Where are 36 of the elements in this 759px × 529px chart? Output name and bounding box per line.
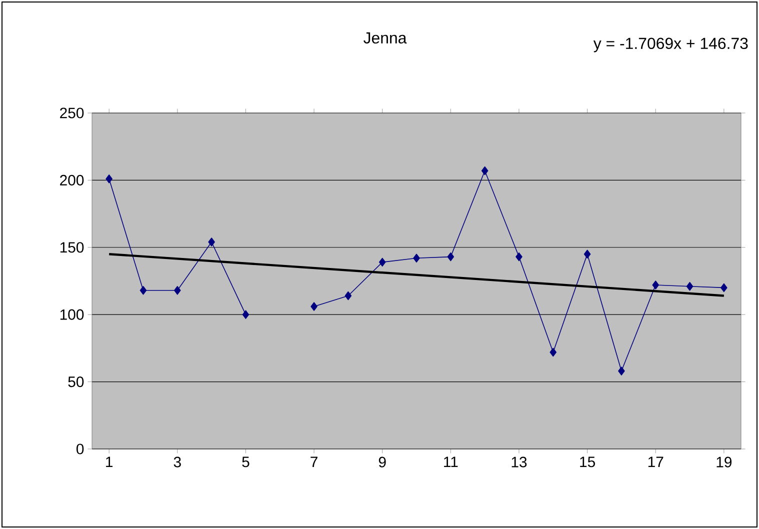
point: [378, 258, 386, 267]
x-tick-label: 17: [648, 456, 664, 468]
point: [481, 166, 488, 176]
y-tick-label: 50: [68, 376, 84, 388]
point: [447, 252, 454, 262]
point: [344, 291, 352, 300]
point: [242, 310, 250, 319]
y-tick-label: 0: [76, 444, 84, 454]
point: [686, 282, 694, 291]
x-tick-label: 11: [444, 456, 458, 468]
y-tick-label: 250: [60, 108, 84, 118]
point: [652, 280, 660, 290]
point: [106, 174, 112, 184]
point: [550, 348, 557, 357]
point: [140, 286, 147, 295]
x-tick-label: 7: [310, 456, 318, 468]
point: [413, 254, 420, 263]
point: [618, 366, 625, 376]
point: [516, 252, 522, 262]
y-tick-label: 100: [60, 309, 84, 320]
x-tick-label: 15: [580, 456, 595, 468]
x-tick-label: 3: [174, 456, 181, 468]
x-tick-label: 13: [512, 456, 527, 468]
x-tick-label: 9: [378, 456, 386, 468]
chart-title: Jenna: [364, 32, 407, 44]
point: [720, 283, 728, 292]
x-tick-label: 19: [716, 456, 732, 468]
point: [208, 238, 215, 246]
y-tick-label: 200: [60, 174, 84, 186]
point: [310, 302, 318, 311]
y-tick-label: 150: [60, 242, 84, 253]
x-tick-label: 5: [242, 456, 250, 468]
point: [174, 286, 181, 295]
x-tick-label: 1: [106, 456, 113, 468]
text: y = -1.7069x + 146.73: [593, 38, 748, 52]
point: [584, 250, 591, 258]
